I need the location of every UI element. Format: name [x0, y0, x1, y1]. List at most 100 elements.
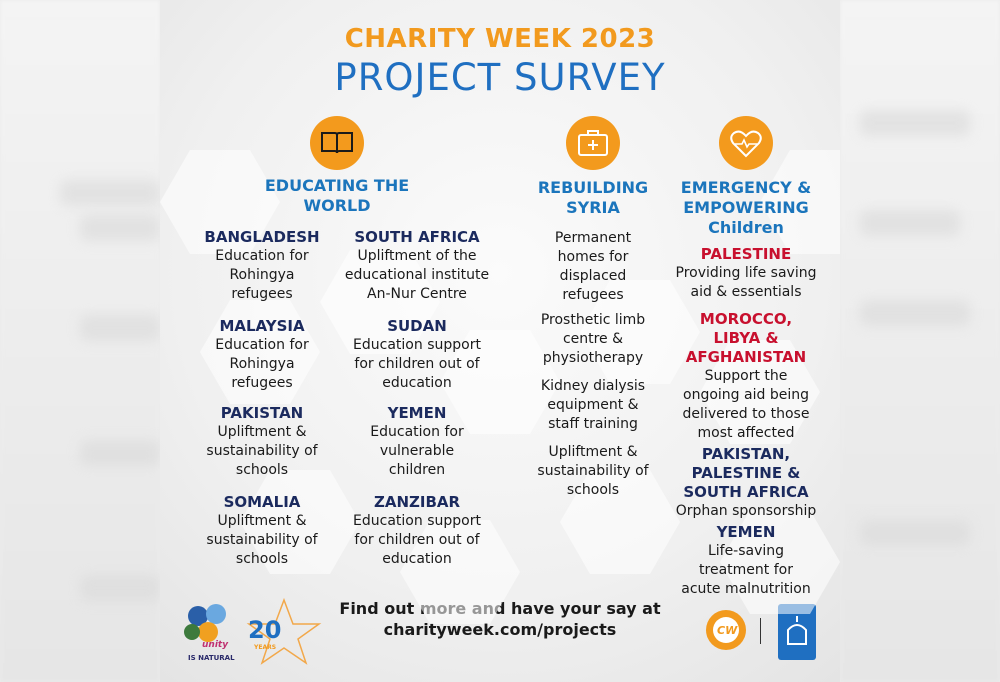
description-line: Support the	[704, 368, 788, 384]
cw-text: CW	[717, 624, 738, 637]
hex-decor	[200, 300, 320, 404]
description-line: Upliftment &	[217, 513, 307, 529]
project-country: PAKISTAN, PALESTINE & SOUTH AFRICA	[676, 445, 817, 502]
project-item: SUDAN Education support for children out o…	[353, 317, 481, 393]
country-line: LIBYA &	[713, 329, 779, 347]
description-line: Education support	[353, 337, 481, 353]
description-line: centre &	[562, 331, 624, 347]
unity-natural: IS NATURAL	[188, 654, 235, 662]
blurred-block	[60, 180, 160, 206]
description-line: most affected	[697, 425, 795, 441]
country-line: PAKISTAN,	[701, 445, 791, 463]
hex-decor	[700, 340, 820, 444]
description-line: sustainability of	[537, 463, 649, 479]
heading-line: REBUILDING	[537, 178, 649, 197]
unity-logo	[184, 604, 226, 642]
description-line: Permanent	[554, 230, 632, 246]
heading-line: WORLD	[303, 196, 371, 215]
blurred-block	[860, 210, 960, 236]
poster: CHARITY WEEK 2023 PROJECT SURVEY Find ou…	[160, 0, 840, 682]
country-line: ZANZIBAR	[373, 493, 461, 511]
description-line: schools	[235, 551, 289, 567]
project-description: Orphan sponsorship	[676, 502, 817, 521]
project-description: Education for Rohingya refugees	[215, 336, 308, 393]
subtitle: PROJECT SURVEY	[334, 56, 666, 99]
medkit-glyph	[578, 130, 608, 156]
project-item: MOROCCO, LIBYA & AFGHANISTAN Support the ong…	[683, 310, 810, 443]
project-item: ZANZIBAR Education support for children ou…	[353, 493, 481, 569]
description-line: children	[388, 462, 446, 478]
country-line: AFGHANISTAN	[685, 348, 807, 366]
cw-logo	[706, 610, 746, 650]
description-line: for children out of	[354, 356, 480, 372]
description-line: Prosthetic limb	[540, 312, 646, 328]
description-line: education	[382, 551, 452, 567]
hex-decor	[580, 280, 700, 384]
description-line: Orphan sponsorship	[675, 503, 817, 519]
project-country: YEMEN	[681, 523, 811, 542]
description-line: refugees	[562, 287, 624, 303]
description-line: equipment &	[547, 397, 639, 413]
description-line: Life-saving	[707, 543, 785, 559]
description-line: displaced	[559, 268, 627, 284]
project-country: YEMEN	[370, 404, 463, 423]
unity-text: unity	[202, 640, 229, 650]
project-country: PAKISTAN	[206, 404, 317, 423]
blurred-block	[860, 110, 970, 136]
description-line: delivered to those	[682, 406, 810, 422]
project-item: PAKISTAN, PALESTINE & SOUTH AFRICA Orphan s…	[676, 445, 817, 521]
medkit-icon	[566, 116, 620, 170]
description-line: Providing life saving	[675, 265, 817, 281]
project-description: Support the ongoing aid being delivered to…	[683, 367, 810, 443]
description-line: Upliftment &	[548, 444, 638, 460]
blurred-block	[80, 575, 160, 601]
project-item: SOMALIA Upliftment & sustainability of scho…	[206, 493, 317, 569]
blurred-right	[840, 0, 1000, 682]
description-line: Upliftment &	[217, 424, 307, 440]
description-line: aid & essentials	[690, 284, 802, 300]
society-logo	[778, 604, 816, 660]
project-country: PALESTINE	[676, 245, 817, 264]
description-line: refugees	[231, 286, 293, 302]
project-country: ZANZIBAR	[353, 493, 481, 512]
section-heading: REBUILDING SYRIA	[538, 178, 648, 218]
blurred-block	[860, 300, 970, 326]
description-line: Kidney dialysis	[540, 378, 646, 394]
heading-line: EMERGENCY &	[680, 178, 812, 197]
section-heading: EDUCATING THE WORLD	[265, 176, 409, 216]
heading-line: EMPOWERING	[683, 198, 809, 217]
project-item: PALESTINE Providing life saving aid & esse…	[676, 245, 817, 302]
heart-glyph	[730, 130, 762, 158]
project-item: YEMEN Education for vulnerable children	[370, 404, 463, 480]
country-line: SOUTH AFRICA	[683, 483, 809, 501]
description-line: refugees	[231, 375, 293, 391]
project-country: BANGLADESH	[204, 228, 319, 247]
footer-link: charityweek.com/projects	[383, 620, 617, 639]
description-line: sustainability of	[206, 443, 318, 459]
project-description: Upliftment of the educational institute An…	[345, 247, 489, 304]
book-icon	[310, 116, 364, 170]
country-line: PAKISTAN	[220, 404, 304, 422]
hex-decor	[440, 330, 560, 434]
description-line: schools	[566, 482, 620, 498]
description-line: ongoing aid being	[683, 387, 809, 403]
project-description: Kidney dialysis equipment & staff training	[541, 377, 645, 434]
anniversary-number: 20	[248, 616, 282, 644]
project-description: Education support for children out of educ…	[353, 512, 481, 569]
country-line: SOMALIA	[223, 493, 301, 511]
project-country: MOROCCO, LIBYA & AFGHANISTAN	[683, 310, 810, 367]
project-item: MALAYSIA Education for Rohingya refugees	[215, 317, 308, 393]
project-country: SUDAN	[353, 317, 481, 336]
project-item: PAKISTAN Upliftment & sustainability of sch…	[206, 404, 317, 480]
heading-line: EDUCATING THE	[264, 176, 410, 195]
country-line: MOROCCO,	[699, 310, 793, 328]
project-description: Education for vulnerable children	[370, 423, 463, 480]
title: CHARITY WEEK 2023	[344, 24, 656, 54]
project-description: Education for Rohingya refugees	[204, 247, 319, 304]
heading-line: Children	[708, 218, 784, 237]
project-description: Upliftment & sustainability of schools	[206, 423, 317, 480]
description-line: Education for	[370, 424, 464, 440]
description-line: staff training	[548, 416, 638, 432]
country-line: BANGLADESH	[204, 228, 320, 246]
